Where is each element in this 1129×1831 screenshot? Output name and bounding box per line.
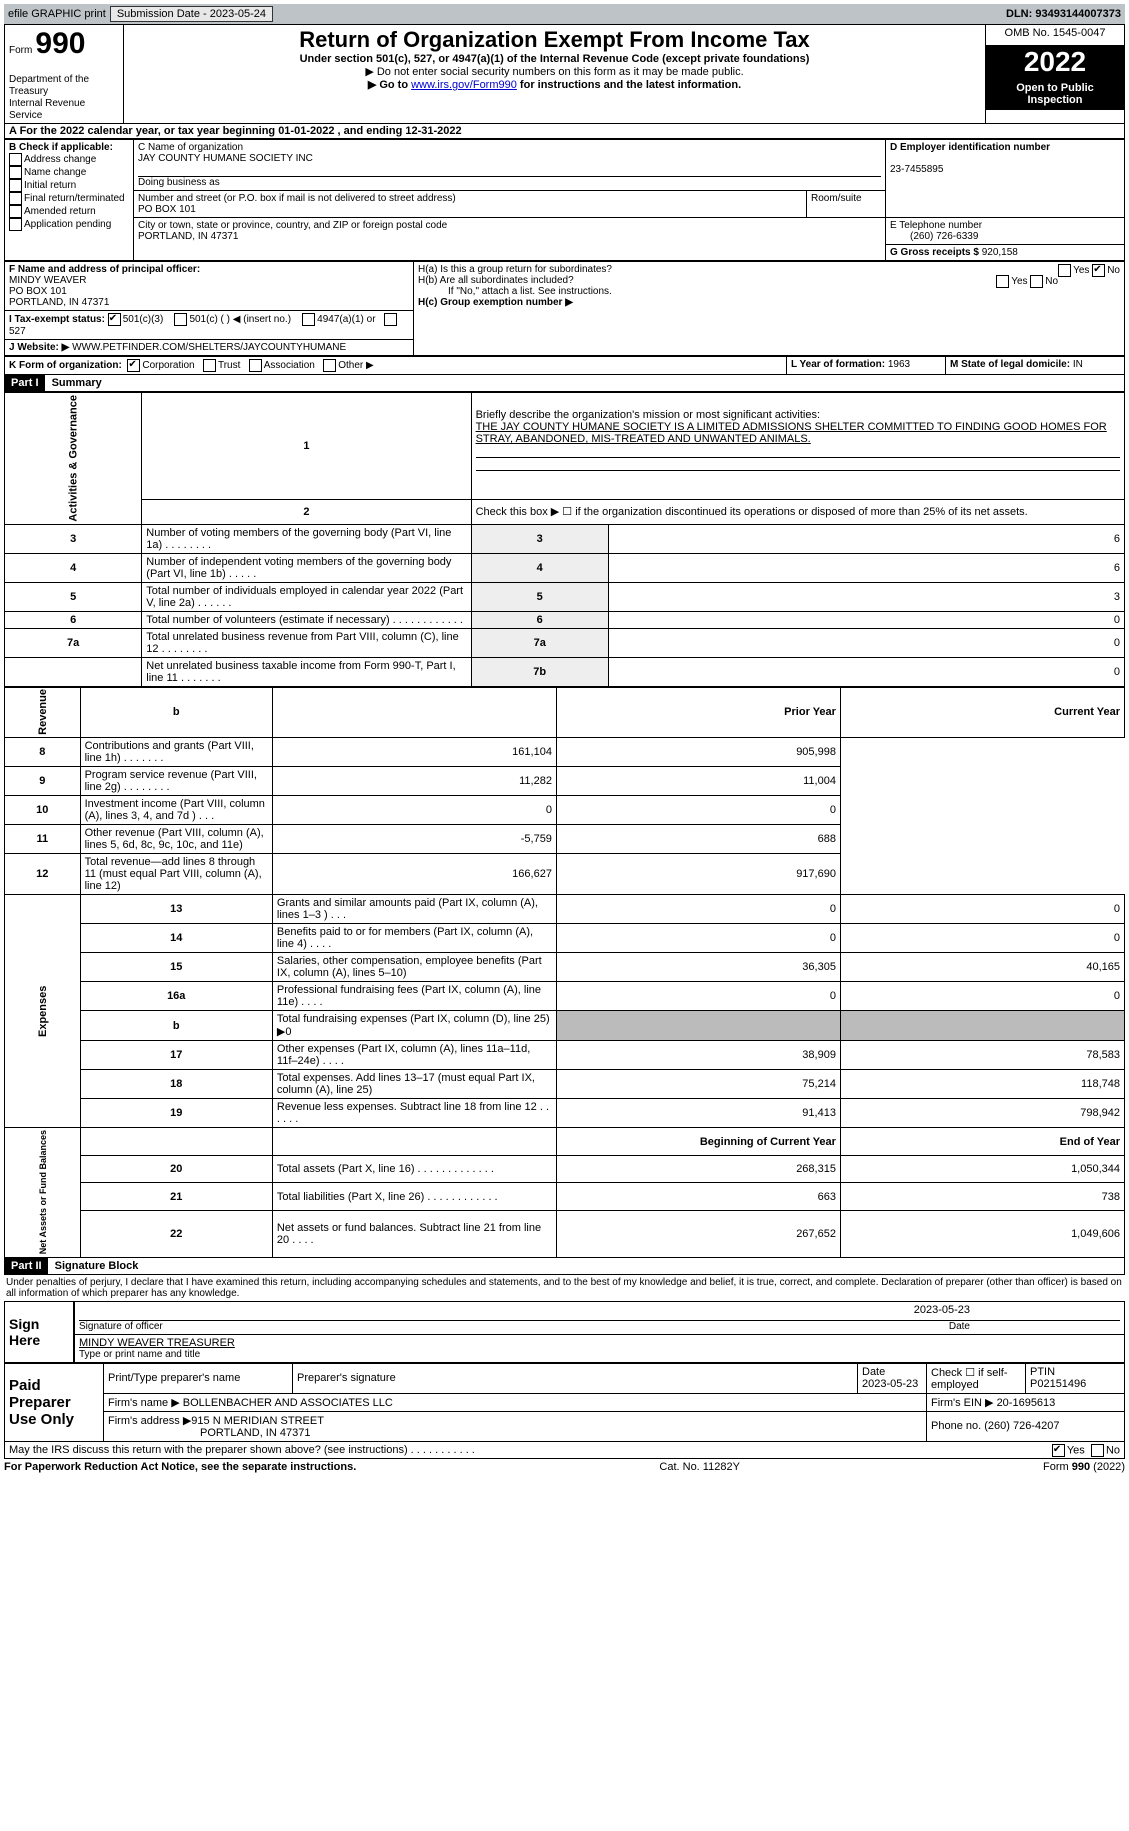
box-f: F Name and address of principal officer:… xyxy=(5,262,414,311)
form-header: Form 990 Department of the Treasury Inte… xyxy=(4,24,1125,124)
firm-ein: 20-1695613 xyxy=(997,1397,1056,1409)
revenue-expenses-table: Revenue b Prior Year Current Year 8Contr… xyxy=(4,687,1125,1258)
part2-header: Part II xyxy=(5,1258,48,1274)
discuss-row: May the IRS discuss this return with the… xyxy=(4,1442,1125,1459)
box-j: J Website: ▶ WWW.PETFINDER.COM/SHELTERS/… xyxy=(5,340,414,356)
top-bar: efile GRAPHIC print Submission Date - 20… xyxy=(4,4,1125,24)
box-i: I Tax-exempt status: 501(c)(3) 501(c) ( … xyxy=(5,311,414,340)
box-h: H(a) Is this a group return for subordin… xyxy=(414,262,1125,356)
tax-year: 2022 xyxy=(986,46,1124,78)
summary-table: Activities & Governance 1 Briefly descri… xyxy=(4,392,1125,687)
officer-name: MINDY WEAVER TREASURER xyxy=(79,1337,1120,1349)
box-m: M State of legal domicile: IN xyxy=(946,357,1125,375)
box-g: G Gross receipts $ 920,158 xyxy=(886,245,1125,261)
firm-addr2: PORTLAND, IN 47371 xyxy=(108,1427,310,1439)
side-activities: Activities & Governance xyxy=(5,393,142,525)
note1: ▶ Do not enter social security numbers o… xyxy=(128,65,981,78)
box-c-city: City or town, state or province, country… xyxy=(134,218,886,261)
declaration: Under penalties of perjury, I declare th… xyxy=(4,1275,1125,1301)
box-l: L Year of formation: 1963 xyxy=(787,357,946,375)
type-print-label: Type or print name and title xyxy=(79,1349,1120,1360)
efile-label: efile GRAPHIC print xyxy=(8,8,106,20)
sign-here: Sign Here xyxy=(5,1301,75,1362)
firm-addr1: 915 N MERIDIAN STREET xyxy=(191,1415,324,1427)
side-revenue: Revenue xyxy=(5,687,81,738)
preparer-sig-label: Preparer's signature xyxy=(293,1363,858,1393)
mission: THE JAY COUNTY HUMANE SOCIETY IS A LIMIT… xyxy=(476,421,1107,445)
line-2: Check this box ▶ ☐ if the organization d… xyxy=(471,500,1124,524)
dept-treasury: Department of the Treasury xyxy=(9,74,89,97)
form-label: Form xyxy=(9,45,32,56)
prior-year-header: Prior Year xyxy=(556,687,840,738)
irs: Internal Revenue Service xyxy=(9,98,85,121)
subtitle: Under section 501(c), 527, or 4947(a)(1)… xyxy=(128,53,981,65)
box-k: K Form of organization: Corporation Trus… xyxy=(5,357,787,375)
box-d: D Employer identification number23-74558… xyxy=(886,140,1125,218)
current-year-header: Current Year xyxy=(840,687,1124,738)
box-e: E Telephone number(260) 726-6339 xyxy=(886,218,1125,245)
part1-header: Part I xyxy=(5,375,45,391)
omb: OMB No. 1545-0047 xyxy=(986,25,1125,46)
submission-date-button[interactable]: Submission Date - 2023-05-24 xyxy=(110,6,273,22)
box-c-street: Number and street (or P.O. box if mail i… xyxy=(134,191,807,218)
firm-phone: (260) 726-4207 xyxy=(984,1420,1059,1432)
irs-link[interactable]: www.irs.gov/Form990 xyxy=(411,79,517,91)
box-c-name: C Name of organizationJAY COUNTY HUMANE … xyxy=(134,140,886,191)
page-footer: For Paperwork Reduction Act Notice, see … xyxy=(4,1461,1125,1473)
self-employed-check: Check ☐ if self-employed xyxy=(927,1363,1026,1393)
form-title: Return of Organization Exempt From Incom… xyxy=(128,27,981,53)
sign-here-table: Sign Here 2023-05-23 Signature of office… xyxy=(4,1301,1125,1363)
entity-block: B Check if applicable: Address changeNam… xyxy=(4,139,1125,261)
part2-title: Signature Block xyxy=(55,1260,139,1272)
part1-title: Summary xyxy=(52,377,102,389)
paid-preparer-table: Paid Preparer Use Only Print/Type prepar… xyxy=(4,1363,1125,1442)
signature-label: Signature of officer xyxy=(79,1321,163,1332)
box-b: B Check if applicable: Address changeNam… xyxy=(5,140,134,261)
preparer-name-label: Print/Type preparer's name xyxy=(104,1363,293,1393)
line-a: A For the 2022 calendar year, or tax yea… xyxy=(4,124,1125,139)
paid-preparer-label: Paid Preparer Use Only xyxy=(5,1363,104,1441)
room-suite: Room/suite xyxy=(807,191,886,218)
ptin: P02151496 xyxy=(1030,1378,1086,1390)
open-public: Open to Public Inspection xyxy=(986,78,1124,110)
signature-date: 2023-05-23 xyxy=(79,1304,1120,1320)
note2: ▶ Go to www.irs.gov/Form990 for instruct… xyxy=(128,78,981,91)
firm-name: BOLLENBACHER AND ASSOCIATES LLC xyxy=(183,1397,393,1409)
dln: DLN: 93493144007373 xyxy=(1006,8,1121,20)
form-number: 990 xyxy=(35,27,85,60)
